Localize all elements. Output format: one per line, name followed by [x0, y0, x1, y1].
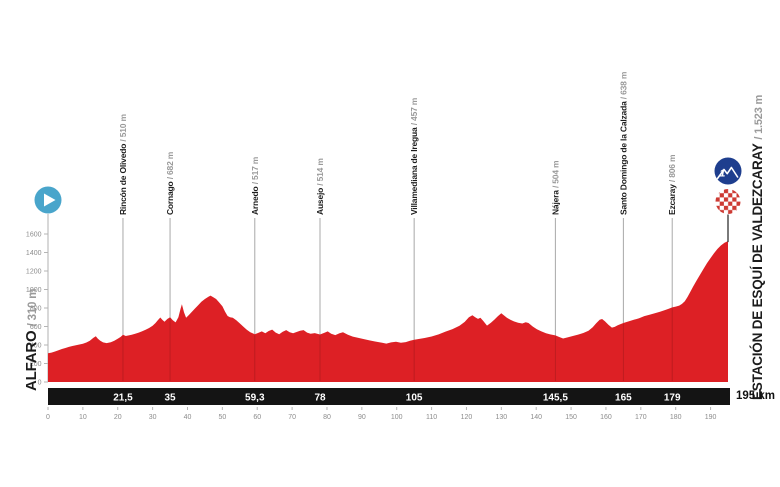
start-label: ALFARO / 310 m: [23, 289, 40, 391]
waypoint-label: Rincón de Olivedo / 510 m: [118, 114, 128, 215]
distance-bar-km-label: 78: [314, 393, 326, 404]
x-axis-tick-label: 20: [114, 414, 122, 421]
x-axis-tick-label: 100: [391, 414, 403, 421]
y-axis-tick-label: 1400: [26, 250, 42, 257]
distance-bar-km-label: 165: [615, 393, 632, 404]
waypoint-label: Cornago / 682 m: [165, 151, 175, 215]
finish-label: ESTACIÓN DE ESQUÍ DE VALDEZCARAY / 1.523…: [750, 95, 765, 400]
start-name: ALFARO: [23, 330, 40, 391]
y-axis-tick-label: 800: [30, 306, 42, 313]
x-axis-tick-label: 10: [79, 414, 87, 421]
x-axis-tick-label: 0: [46, 414, 50, 421]
y-axis-tick-label: 0: [38, 380, 42, 387]
x-axis-tick-label: 120: [461, 414, 473, 421]
start-elevation: / 310 m: [27, 288, 39, 327]
x-axis-tick-label: 130: [495, 414, 507, 421]
x-axis-tick-label: 70: [288, 414, 296, 421]
x-axis-tick-label: 150: [565, 414, 577, 421]
distance-bar-km-label: 105: [406, 393, 423, 404]
y-axis-tick-label: 400: [30, 343, 42, 350]
checkered-finish-icon: [715, 189, 741, 214]
waypoint-label: Villamediana de Iregua / 457 m: [409, 97, 419, 215]
waypoint-label: Santo Domingo de la Calzada / 638 m: [618, 71, 628, 215]
mountain-category-1-icon: [714, 157, 742, 185]
distance-bar-km-label: 59,3: [245, 393, 265, 404]
finish-name: ESTACIÓN DE ESQUÍ DE VALDEZCARAY: [750, 143, 765, 400]
x-axis-tick-label: 30: [149, 414, 157, 421]
distance-bar-km-label: 21,5: [113, 393, 133, 404]
x-axis-tick-label: 170: [635, 414, 647, 421]
waypoint-label: Arnedo / 517 m: [250, 156, 260, 215]
y-axis-tick-label: 1200: [26, 269, 42, 276]
distance-bar: [48, 388, 730, 405]
x-axis-tick-label: 40: [184, 414, 192, 421]
climb-category-number: 1: [720, 168, 726, 180]
y-axis-tick-label: 600: [30, 324, 42, 331]
total-distance-label: 195 km: [736, 390, 776, 402]
waypoint-label: Ezcaray / 806 m: [667, 154, 677, 215]
elevation-profile-area: [48, 241, 728, 382]
distance-bar-km-label: 35: [164, 393, 176, 404]
x-axis-tick-label: 180: [670, 414, 682, 421]
y-axis-tick-label: 1600: [26, 232, 42, 239]
waypoint-label: Ausejo / 514 m: [315, 158, 325, 215]
x-axis-tick-label: 50: [218, 414, 226, 421]
x-axis-tick-label: 140: [530, 414, 542, 421]
distance-bar-km-label: 179: [664, 393, 681, 404]
x-axis-tick-label: 160: [600, 414, 612, 421]
x-axis-tick-label: 60: [253, 414, 261, 421]
x-axis-tick-label: 90: [358, 414, 366, 421]
waypoint-label: Nájera / 504 m: [550, 160, 560, 215]
x-axis-tick-label: 190: [705, 414, 717, 421]
x-axis-tick-label: 110: [426, 414, 437, 421]
finish-elevation: / 1.523 m: [753, 94, 765, 140]
y-axis-tick-label: 200: [30, 361, 42, 368]
mountain-ridge-glyph: [716, 166, 739, 180]
distance-bar-km-label: 145,5: [543, 393, 568, 404]
y-axis-tick-label: 1000: [26, 287, 42, 294]
play-icon: [44, 193, 56, 207]
x-axis-tick-label: 80: [323, 414, 331, 421]
